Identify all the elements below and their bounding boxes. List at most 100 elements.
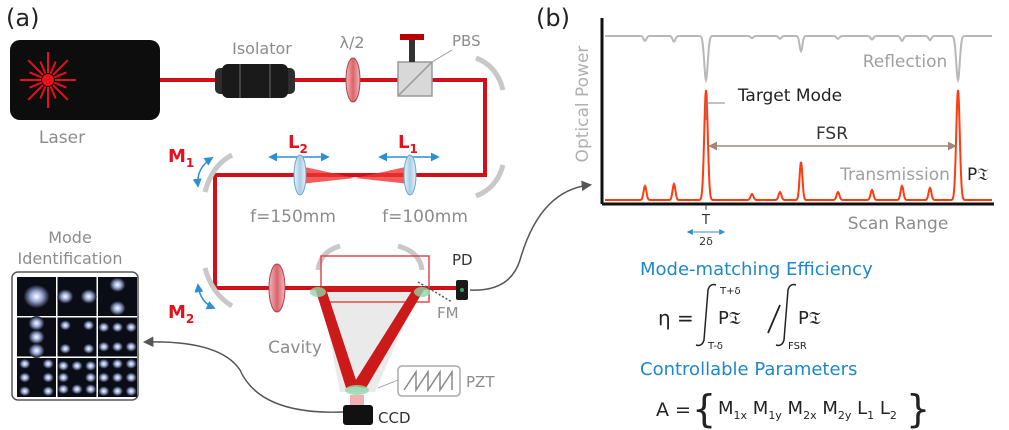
mode-spot (125, 322, 137, 333)
mode-spot (109, 277, 126, 292)
mode-spot (42, 386, 54, 397)
brace-right: } (906, 387, 930, 430)
pzt-label: PZT (466, 373, 495, 391)
half-wave-label: λ/2 (339, 33, 364, 52)
focus-beam (300, 166, 410, 184)
laser-ray (52, 59, 69, 76)
panel-b-label: (b) (536, 4, 570, 32)
params-list: M1x M1y M2x M2y L1 L2 (718, 398, 897, 422)
mode-spot (112, 386, 123, 397)
mode-spot (112, 358, 123, 369)
laser-ray (39, 61, 47, 74)
mode-spot (125, 358, 137, 369)
transmission-trace (605, 89, 992, 201)
mode-spot (112, 372, 123, 383)
mode-spot (57, 372, 69, 383)
laser-ray (49, 61, 57, 74)
mode-spot (19, 358, 31, 369)
fm-label: FM (437, 304, 459, 322)
mode-spot (98, 322, 110, 333)
laser-ray (39, 86, 47, 99)
laser-ray (54, 81, 67, 89)
int1-body: P𝔗 (718, 308, 741, 329)
transmission-label: Transmission (839, 165, 950, 185)
pbs-cube (397, 34, 433, 97)
ccd-to-mode-arrow (142, 336, 344, 413)
pbs-label: PBS (452, 32, 481, 50)
a-equals: A = (656, 399, 691, 421)
mode-id-title-line2: Identification (18, 249, 123, 268)
int1-lower: T-δ (707, 341, 723, 352)
laser-core (42, 74, 54, 86)
laser-ray (29, 81, 42, 89)
mode-spot (71, 384, 83, 395)
laser-ray (29, 71, 42, 79)
mode-spot (85, 372, 97, 383)
l1-label: L1 (398, 132, 418, 156)
x-axis-label: Scan Range (848, 214, 949, 234)
l1-focal-label: f=100mm (382, 207, 468, 227)
cavity-label: Cavity (268, 338, 322, 358)
mode-spot (98, 358, 110, 369)
mode-spot (98, 386, 110, 397)
mode-spot (109, 301, 126, 316)
laser-label: Laser (39, 128, 85, 148)
lens-l2 (293, 154, 307, 196)
m1-label: M1 (168, 146, 194, 170)
lens-l1 (403, 154, 417, 196)
laser-starburst-icon (20, 52, 76, 108)
mode-id-title-line1: Mode (48, 228, 92, 247)
params-title: Controllable Parameters (640, 359, 857, 380)
reflection-trace (605, 35, 992, 84)
laser-ray (52, 84, 69, 101)
mode-spot (42, 372, 54, 383)
mode-spot (71, 360, 83, 371)
mirror-mid-right (475, 164, 506, 199)
fraction-slash (767, 304, 781, 334)
mode-spot (85, 384, 97, 395)
mode-spot (80, 289, 97, 304)
mode-spot (57, 360, 69, 371)
efficiency-title: Mode-matching Efficiency (640, 259, 873, 280)
brace-left: { (692, 387, 716, 430)
mode-spot (125, 372, 137, 383)
mode-spot (59, 343, 71, 354)
tick-t-label: T (701, 213, 710, 228)
integral-2 (775, 283, 797, 347)
eta-symbol: η = (658, 306, 694, 330)
mode-spot (28, 343, 45, 358)
photodiode-led (460, 288, 464, 292)
mode-spot (57, 289, 74, 304)
fsr-label: FSR (816, 124, 848, 144)
pbs-leader (431, 49, 453, 63)
ccd-camera (343, 405, 373, 425)
m2-adjust-arrow (194, 283, 216, 310)
pt-label: P𝔗 (967, 165, 989, 185)
mode-spot (98, 372, 110, 383)
pzt-sawtooth-icon (397, 365, 461, 397)
isolator (215, 64, 295, 98)
mode-spot (125, 341, 137, 352)
mode-spot (125, 386, 137, 397)
fm-mirror (417, 281, 453, 303)
mode-spot (83, 320, 95, 331)
two-delta-label: 2δ (699, 235, 713, 248)
reflection-label: Reflection (863, 52, 948, 72)
laser-ray (27, 59, 44, 76)
mode-spot (98, 341, 110, 352)
pzt-leader (377, 379, 399, 389)
pd-label: PD (452, 251, 473, 269)
mode-pattern-grid (17, 277, 137, 397)
half-wave-plate (345, 57, 361, 103)
mode-spot (83, 343, 95, 354)
optical-cavity (310, 243, 430, 407)
mode-spot (28, 329, 45, 345)
laser-ray (54, 71, 67, 79)
mode-spot (23, 284, 50, 309)
int2-lower: FSR (788, 341, 807, 352)
mode-spot (112, 322, 123, 333)
y-axis-label: Optical Power (573, 46, 593, 163)
int2-body: P𝔗 (798, 308, 821, 329)
int1-upper: T+δ (719, 286, 741, 297)
